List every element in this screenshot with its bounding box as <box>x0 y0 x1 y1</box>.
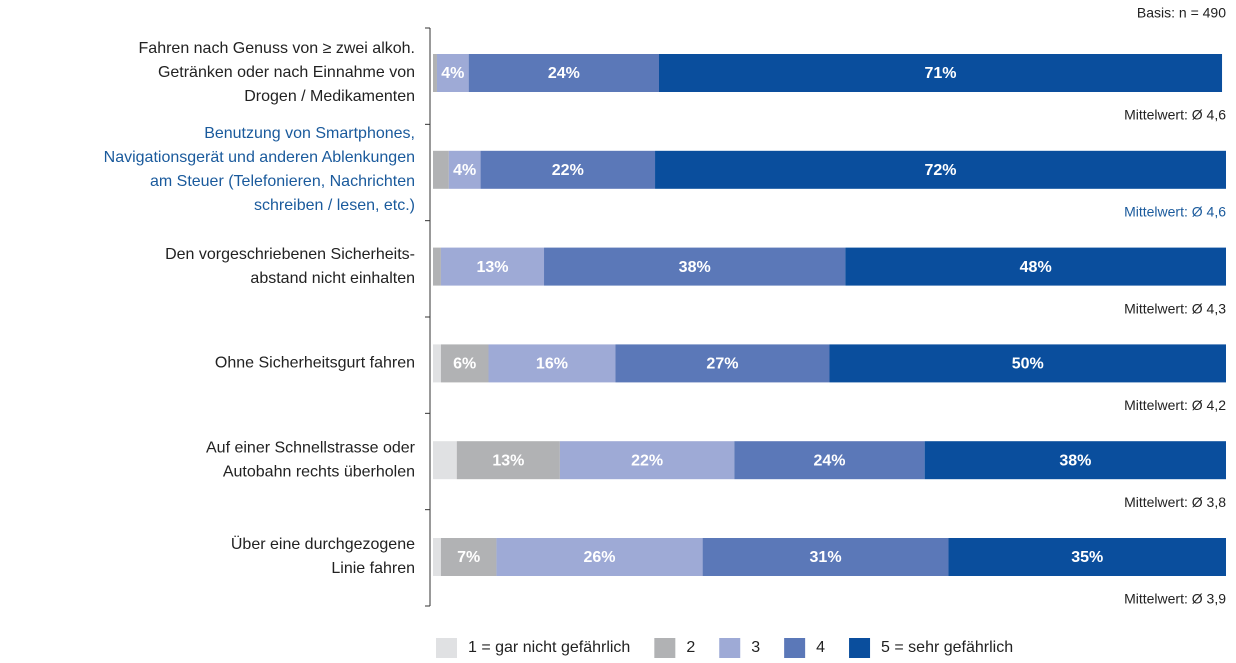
bar-segment <box>468 54 660 92</box>
category-label: abstand nicht einhalten <box>250 270 415 287</box>
bar-segment <box>440 247 545 286</box>
value-label: 38% <box>1059 452 1091 469</box>
mean-annotation: Mittelwert: Ø 3,9 <box>1124 591 1226 607</box>
bar-segment <box>433 538 441 576</box>
category-label: Den vorgeschriebenen Sicherheits- <box>165 246 415 263</box>
legend-swatch <box>849 638 871 658</box>
value-label: 38% <box>679 259 711 276</box>
bar-segment <box>702 538 949 576</box>
bar-segment <box>559 441 735 480</box>
bar-segment <box>480 150 656 189</box>
bar-segment <box>496 538 703 576</box>
category-label: Navigationsgerät und anderen Ablenkungen <box>104 149 415 166</box>
value-label: 27% <box>706 356 738 373</box>
value-label: 24% <box>813 452 845 469</box>
legend-swatch <box>784 638 806 658</box>
legend-label: 2 <box>686 639 695 656</box>
value-label: 6% <box>453 356 476 373</box>
value-label: 13% <box>492 452 524 469</box>
bar-segment <box>433 54 437 92</box>
value-label: 22% <box>631 452 663 469</box>
legend-label: 5 = sehr gefährlich <box>881 639 1013 656</box>
legend-label: 1 = gar nicht gefährlich <box>468 639 630 656</box>
bar-segment <box>924 441 1226 480</box>
mean-annotation: Mittelwert: Ø 3,8 <box>1124 494 1226 510</box>
bar-segment <box>456 441 560 480</box>
value-label: 48% <box>1020 259 1052 276</box>
bar-segment <box>433 150 449 189</box>
category-label: Über eine durchgezogene <box>231 535 415 553</box>
legend-label: 3 <box>751 639 760 656</box>
value-label: 35% <box>1071 549 1103 566</box>
value-label: 4% <box>441 65 464 82</box>
value-label: 16% <box>536 356 568 373</box>
value-label: 72% <box>925 162 957 179</box>
value-label: 26% <box>584 549 616 566</box>
legend-swatch <box>436 638 457 658</box>
mean-annotation: Mittelwert: Ø 4,6 <box>1124 204 1226 220</box>
bar-segment <box>433 441 457 480</box>
category-label: schreiben / lesen, etc.) <box>254 197 415 214</box>
mean-annotation: Mittelwert: Ø 4,2 <box>1124 397 1226 413</box>
bar-segment <box>615 344 830 383</box>
mean-annotation: Mittelwert: Ø 4,6 <box>1124 107 1226 123</box>
bar-segment <box>448 150 481 189</box>
bar-segment <box>440 344 489 383</box>
category-label: Ohne Sicherheitsgurt fahren <box>215 355 415 372</box>
bar-segment <box>433 247 441 286</box>
bar-segment <box>845 247 1226 286</box>
bar-segment <box>436 54 469 92</box>
category-label: Linie fahren <box>331 560 415 577</box>
bar-segment <box>544 247 846 286</box>
category-label: Drogen / Medikamenten <box>244 88 415 105</box>
category-label: Benutzung von Smartphones, <box>204 125 415 142</box>
note: Basis: n = 490 <box>1137 5 1226 21</box>
value-label: 24% <box>548 65 580 82</box>
category-label: am Steuer (Telefonieren, Nachrichten <box>150 173 415 190</box>
value-label: 71% <box>925 65 957 82</box>
bar-segment <box>655 150 1226 189</box>
bar-segment <box>659 54 1223 92</box>
value-label: 22% <box>552 162 584 179</box>
mean-annotation: Mittelwert: Ø 4,3 <box>1124 300 1226 316</box>
value-label: 7% <box>457 549 480 566</box>
legend-label: 4 <box>816 639 825 656</box>
value-label: 4% <box>453 162 476 179</box>
legend-swatch <box>654 638 676 658</box>
bar-segment <box>433 344 441 383</box>
value-label: 31% <box>810 549 842 566</box>
category-label: Auf einer Schnellstrasse oder <box>206 439 416 456</box>
category-label: Autobahn rechts überholen <box>223 463 415 480</box>
category-label: Fahren nach Genuss von ≥ zwei alkoh. <box>139 40 415 57</box>
value-label: 13% <box>476 259 508 276</box>
bar-segment <box>488 344 616 383</box>
category-label: Getränken oder nach Einnahme von <box>158 64 415 81</box>
legend-swatch <box>719 638 741 658</box>
value-label: 50% <box>1012 356 1044 373</box>
bar-segment <box>440 538 497 576</box>
bar-segment <box>948 538 1226 576</box>
bar-segment <box>734 441 925 480</box>
bar-segment <box>829 344 1226 383</box>
